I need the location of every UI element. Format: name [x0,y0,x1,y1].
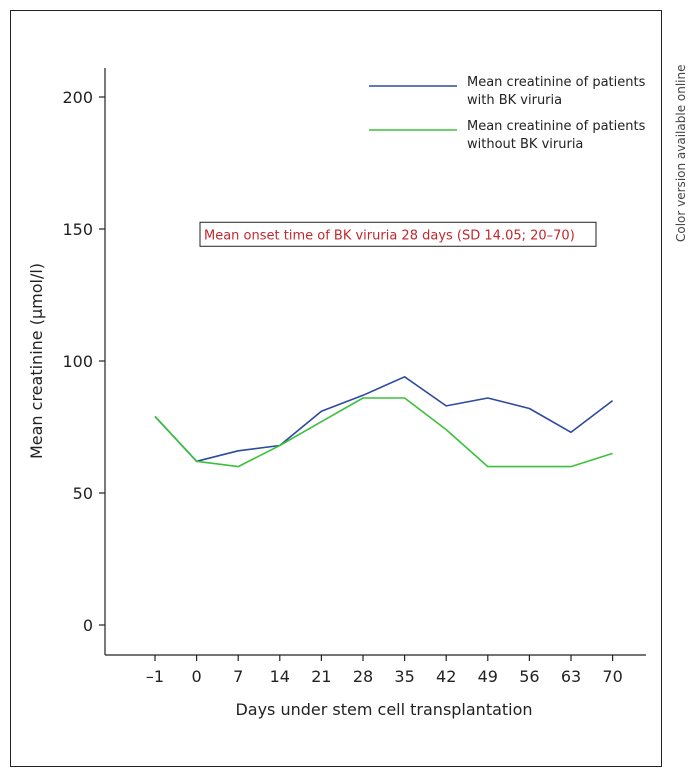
x-tick-label: 7 [233,667,243,686]
y-tick-label: 0 [83,616,93,635]
series-line-with-bk-viruria [154,375,614,463]
y-axis-title: Mean creatinine (μmol/l) [27,263,46,459]
x-axis-title: Days under stem cell transplantation [235,700,532,719]
legend-label-with-bk-viruria: with BK viruria [467,93,562,108]
y-tick-label: 200 [62,88,93,107]
figure-frame [10,10,662,767]
x-tick-label: –1 [146,667,164,686]
x-tick-label: 35 [394,667,414,686]
x-tick-label: 42 [436,667,456,686]
x-tick-label: 70 [602,667,622,686]
x-tick-label: 56 [519,667,539,686]
y-tick-label: 100 [62,352,93,371]
x-tick-label: 0 [192,667,202,686]
y-tick-label: 150 [62,220,93,239]
chart-series [154,375,614,468]
annotation-text: Mean onset time of BK viruria 28 days (S… [204,228,575,243]
chart-annotation: Mean onset time of BK viruria 28 days (S… [199,221,597,247]
x-tick-label: 49 [478,667,498,686]
x-tick-label: 21 [311,667,331,686]
chart-axes: 0 50 100 150 200 –1 0 7 14 21 28 35 42 49 56 63 70 [62,68,646,686]
legend-label-without-bk-viruria: without BK viruria [467,137,583,152]
x-tick-label: 63 [561,667,581,686]
y-tick-label: 50 [73,484,93,503]
series-line-without-bk-viruria [154,397,613,468]
x-tick-label: 14 [270,667,290,686]
chart-legend: Mean creatinine of patients with BK virur… [369,75,646,152]
legend-label-without-bk-viruria: Mean creatinine of patients [467,119,646,134]
legend-label-with-bk-viruria: Mean creatinine of patients [467,75,646,90]
x-tick-label: 28 [353,667,373,686]
annotation-box [199,221,597,247]
